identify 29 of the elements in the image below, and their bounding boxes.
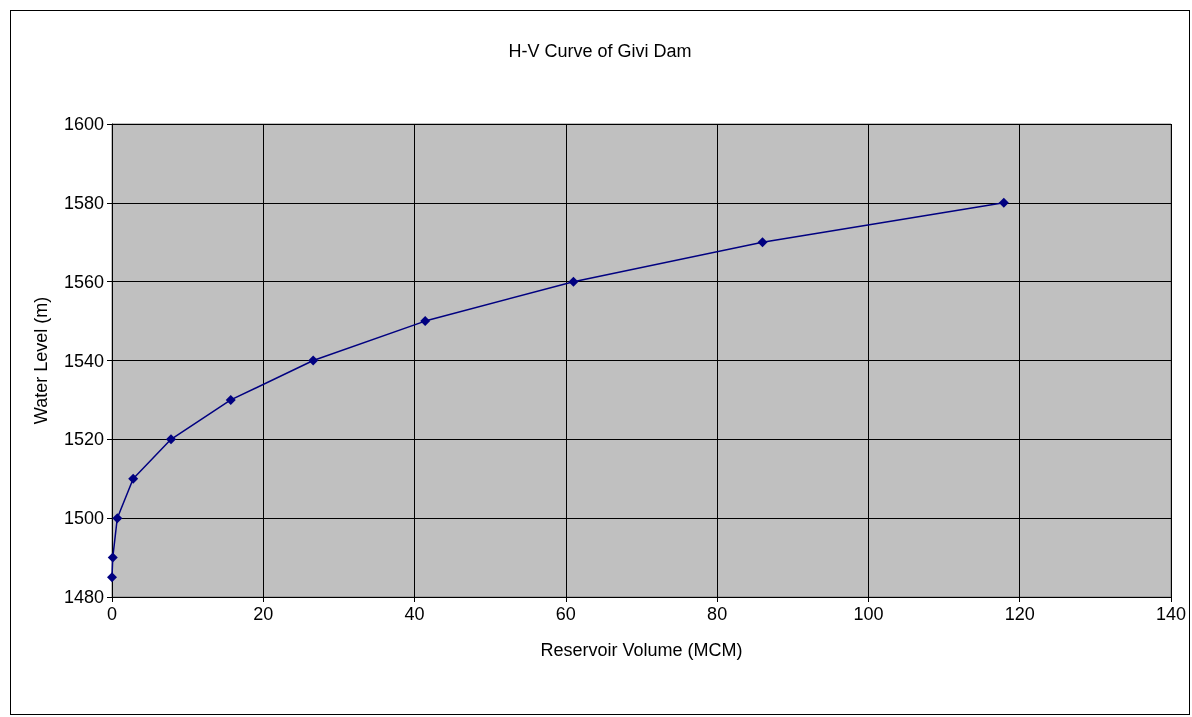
y-tick-label: 1480 [63, 587, 104, 607]
y-tick-label: 1600 [63, 114, 104, 134]
chart-title: H-V Curve of Givi Dam [508, 41, 692, 61]
x-tick-label: 140 [1155, 604, 1187, 624]
y-tick-label: 1580 [63, 192, 104, 213]
point [420, 316, 431, 327]
x-axis-title: Reservoir Volume (MCM) [540, 640, 743, 660]
y-tick-label: 1560 [63, 271, 104, 292]
point [107, 572, 117, 583]
x-tick-label: 40 [404, 604, 425, 624]
point [998, 197, 1009, 208]
point [128, 473, 139, 484]
x-tick-label: 100 [853, 604, 884, 624]
x-tick-label: 120 [1004, 604, 1035, 624]
point [166, 434, 176, 445]
x-tick-label: 20 [253, 604, 274, 624]
y-tick-label: 1500 [63, 508, 104, 529]
point [308, 355, 319, 366]
x-tick-label: 80 [707, 604, 728, 624]
point [568, 276, 579, 287]
x-tick-label: 0 [106, 604, 118, 624]
point [107, 552, 118, 563]
point [225, 394, 236, 405]
x-tick-label: 60 [555, 604, 576, 624]
y-tick-label: 1540 [63, 350, 104, 371]
point [112, 513, 123, 524]
y-tick-label: 1520 [63, 429, 104, 450]
y-axis-title: Water Level (m) [31, 296, 51, 425]
point [757, 237, 768, 248]
